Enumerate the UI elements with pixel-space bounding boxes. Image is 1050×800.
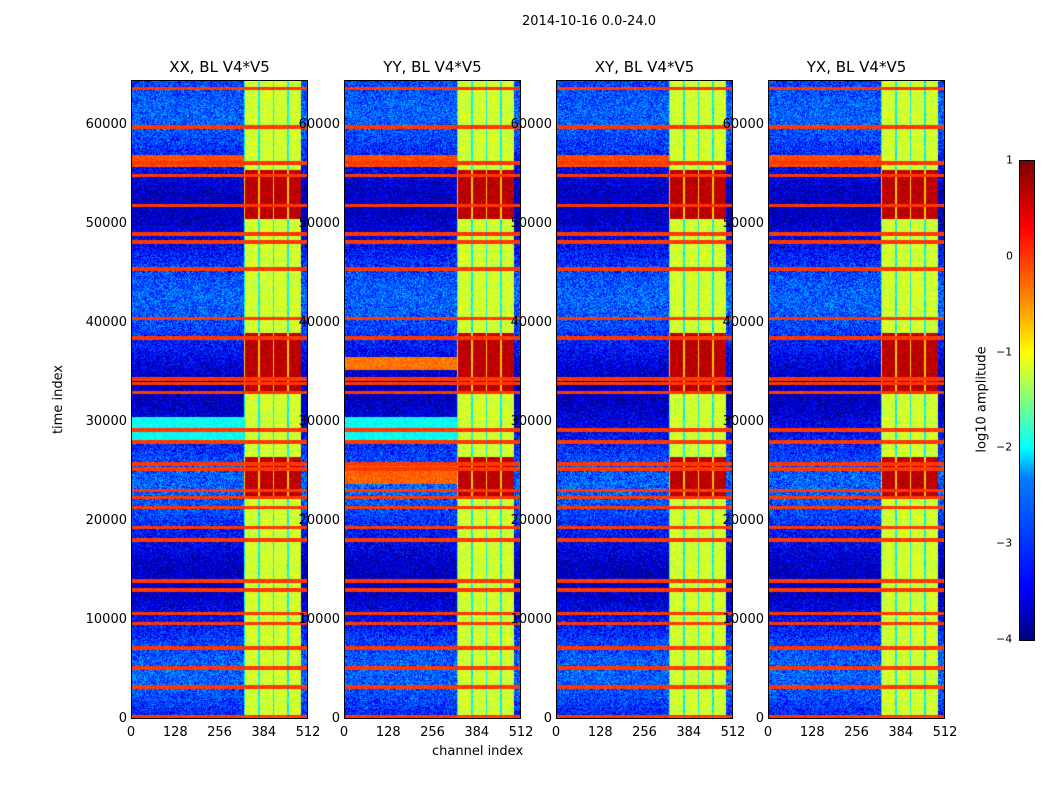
y-tick-label: 60000 bbox=[510, 116, 552, 132]
heatmap-xx bbox=[131, 80, 308, 719]
panel-yy: YY, BL V4*V5 bbox=[344, 58, 521, 719]
colorbar-tick-label: −1 bbox=[996, 345, 1013, 359]
x-tick-label: 0 bbox=[551, 725, 561, 740]
panel-xx: XX, BL V4*V5 bbox=[131, 58, 308, 719]
y-tick-label: 40000 bbox=[85, 314, 127, 330]
y-tick-label: 50000 bbox=[298, 215, 340, 231]
x-tick-label: 0 bbox=[763, 725, 773, 740]
y-tick-label: 30000 bbox=[298, 413, 340, 429]
colorbar-tick-label: 0 bbox=[1006, 249, 1013, 263]
y-tick-label: 10000 bbox=[298, 611, 340, 627]
colorbar-tick-label: −4 bbox=[996, 632, 1013, 646]
y-tick-label: 0 bbox=[118, 711, 127, 726]
y-tick-label: 60000 bbox=[722, 116, 764, 132]
y-tick-label: 60000 bbox=[85, 116, 127, 132]
x-tick-label: 512 bbox=[295, 725, 321, 740]
x-tick-label: 128 bbox=[587, 725, 613, 740]
panel-yx: YX, BL V4*V5 bbox=[768, 58, 945, 719]
y-tick-label: 20000 bbox=[85, 512, 127, 528]
x-tick-label: 512 bbox=[932, 725, 958, 740]
y-tick-label: 40000 bbox=[510, 314, 552, 330]
x-tick-label: 512 bbox=[508, 725, 534, 740]
y-tick-label: 50000 bbox=[85, 215, 127, 231]
y-tick-label: 20000 bbox=[298, 512, 340, 528]
x-tick-label: 128 bbox=[162, 725, 188, 740]
y-axis-label: time index bbox=[51, 364, 67, 435]
x-tick-label: 256 bbox=[207, 725, 232, 740]
y-tick-label: 40000 bbox=[722, 314, 764, 330]
y-tick-label: 0 bbox=[331, 711, 340, 726]
panel-title: YX, BL V4*V5 bbox=[806, 58, 907, 76]
x-tick-label: 384 bbox=[251, 725, 277, 740]
x-tick-label: 256 bbox=[844, 725, 869, 740]
colorbar-tick-label: −2 bbox=[996, 440, 1013, 454]
colorbar-tick-label: −3 bbox=[996, 536, 1013, 550]
x-axis-label: channel index bbox=[432, 744, 524, 759]
y-tick-label: 20000 bbox=[510, 512, 552, 528]
x-tick-label: 256 bbox=[420, 725, 445, 740]
panel-xy: XY, BL V4*V5 bbox=[556, 58, 733, 719]
x-tick-label: 0 bbox=[339, 725, 349, 740]
y-tick-label: 30000 bbox=[510, 413, 552, 429]
y-tick-label: 50000 bbox=[510, 215, 552, 231]
y-tick-label: 10000 bbox=[510, 611, 552, 627]
y-tick-label: 10000 bbox=[85, 611, 127, 627]
y-tick-label: 10000 bbox=[722, 611, 764, 627]
x-tick-label: 384 bbox=[888, 725, 914, 740]
panel-title: XX, BL V4*V5 bbox=[169, 58, 270, 76]
x-tick-label: 512 bbox=[720, 725, 746, 740]
panel-title: YY, BL V4*V5 bbox=[383, 58, 482, 76]
colorbar-label: log10 amplitude bbox=[974, 346, 990, 453]
x-tick-label: 384 bbox=[676, 725, 702, 740]
heatmap-yx bbox=[768, 80, 945, 719]
y-tick-label: 0 bbox=[755, 711, 764, 726]
y-tick-label: 60000 bbox=[298, 116, 340, 132]
y-tick-label: 50000 bbox=[722, 215, 764, 231]
y-tick-label: 40000 bbox=[298, 314, 340, 330]
x-tick-label: 0 bbox=[126, 725, 136, 740]
y-tick-label: 30000 bbox=[722, 413, 764, 429]
colorbar-tick-label: 1 bbox=[1006, 153, 1013, 167]
heatmap-yy bbox=[344, 80, 521, 719]
y-tick-label: 0 bbox=[543, 711, 552, 726]
colorbar bbox=[1019, 160, 1035, 641]
panel-title: XY, BL V4*V5 bbox=[594, 58, 695, 76]
y-tick-label: 30000 bbox=[85, 413, 127, 429]
y-tick-label: 20000 bbox=[722, 512, 764, 528]
x-tick-label: 256 bbox=[632, 725, 657, 740]
figure-title: 2014-10-16 0.0-24.0 bbox=[522, 14, 656, 29]
x-tick-label: 128 bbox=[375, 725, 401, 740]
x-tick-label: 384 bbox=[464, 725, 490, 740]
heatmap-xy bbox=[556, 80, 733, 719]
x-tick-label: 128 bbox=[799, 725, 825, 740]
